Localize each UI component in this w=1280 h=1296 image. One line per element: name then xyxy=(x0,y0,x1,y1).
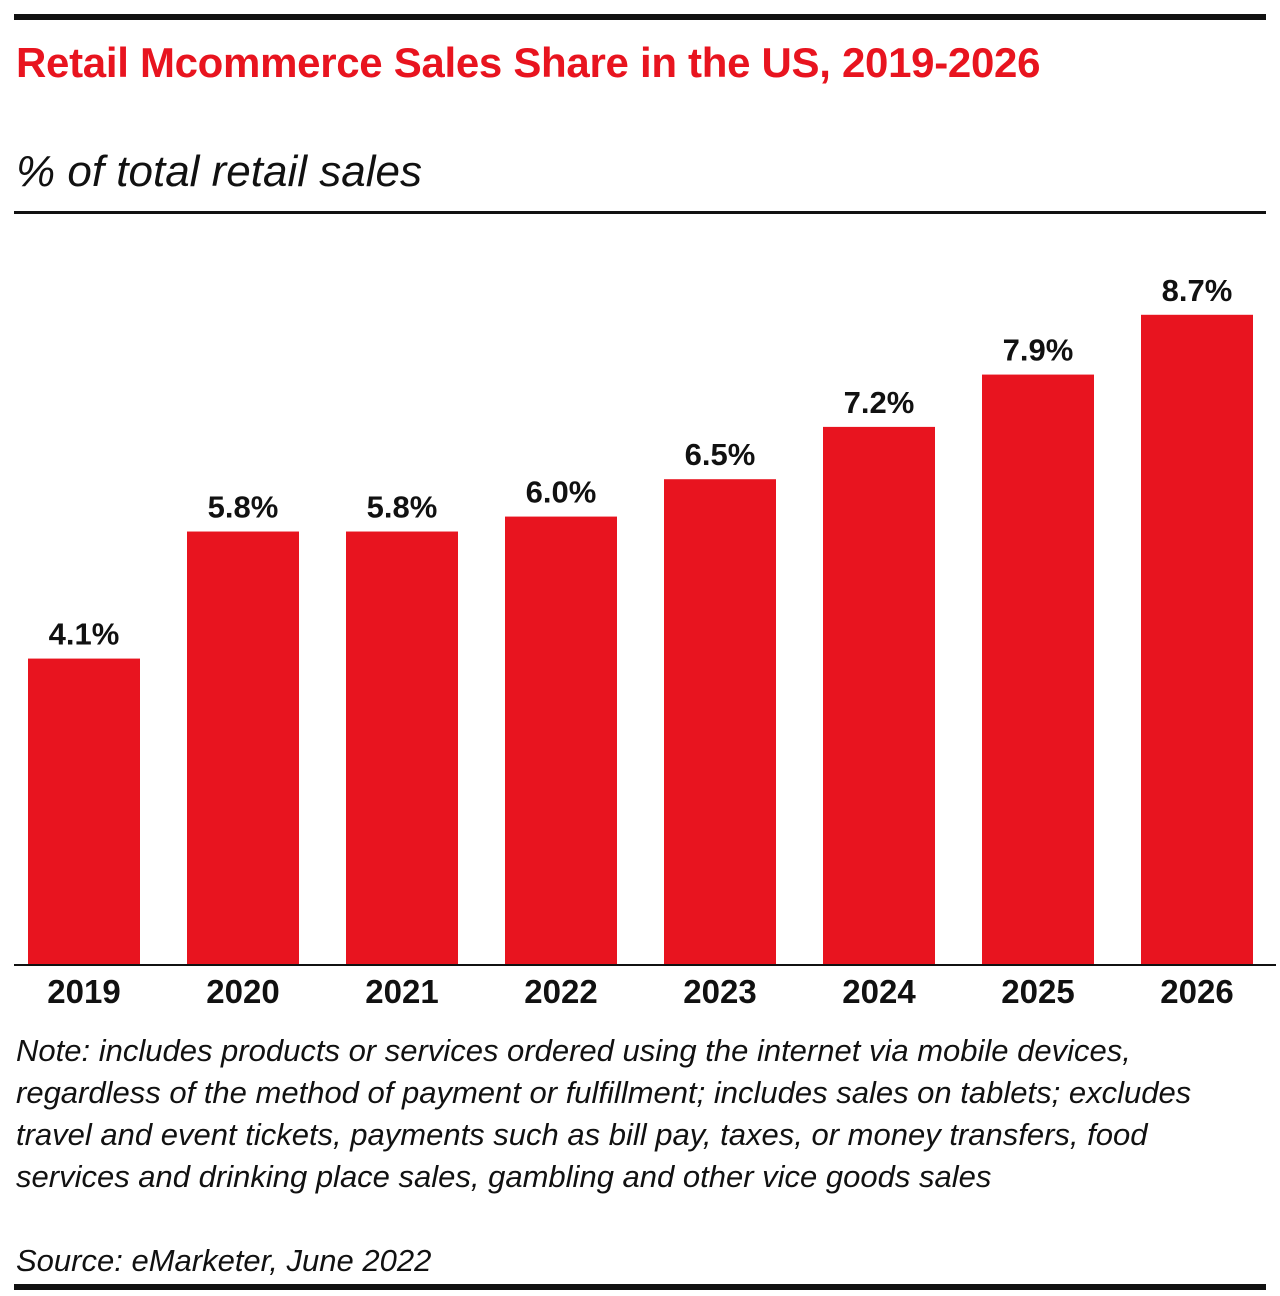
value-label-2019: 4.1% xyxy=(49,617,120,652)
bar-2022 xyxy=(505,516,617,965)
bar-chart: 4.1% 5.8% 5.8% 6.0% 6.5% 7.2% 7.9% 8.7% 2019 202… xyxy=(14,273,1276,1010)
x-tick-label-2025: 2025 xyxy=(1001,973,1074,1010)
x-tick-label-2022: 2022 xyxy=(524,973,597,1010)
bar-2026 xyxy=(1141,314,1253,965)
bar-2020 xyxy=(187,531,299,965)
x-tick-label-2023: 2023 xyxy=(683,973,756,1010)
x-tick-label-2026: 2026 xyxy=(1160,973,1233,1010)
x-tick-label-2021: 2021 xyxy=(365,973,438,1010)
x-tick-label-2019: 2019 xyxy=(47,973,120,1010)
x-tick-label-2024: 2024 xyxy=(842,973,916,1010)
chart-title: Retail Mcommerce Sales Share in the US, … xyxy=(16,39,1041,86)
bar-2019 xyxy=(28,658,140,965)
value-labels-group: 4.1% 5.8% 5.8% 6.0% 6.5% 7.2% 7.9% 8.7% xyxy=(49,273,1233,652)
bar-2021 xyxy=(346,531,458,965)
bar-2024 xyxy=(823,426,935,965)
value-label-2020: 5.8% xyxy=(208,490,279,525)
x-axis-tick-labels: 2019 2020 2021 2022 2023 2024 2025 2026 xyxy=(47,973,1233,1010)
bar-2023 xyxy=(664,479,776,965)
value-label-2025: 7.9% xyxy=(1003,333,1074,368)
header-rule xyxy=(14,211,1266,214)
value-label-2022: 6.0% xyxy=(526,475,597,510)
value-label-2024: 7.2% xyxy=(844,385,915,420)
bottom-rule xyxy=(14,1284,1266,1290)
bars-group xyxy=(28,314,1253,965)
chart-note: Note: includes products or services orde… xyxy=(16,1033,1192,1194)
chart-source: Source: eMarketer, June 2022 xyxy=(16,1243,432,1278)
top-rule xyxy=(14,14,1266,20)
bar-2025 xyxy=(982,374,1094,965)
chart-subtitle: % of total retail sales xyxy=(16,147,422,196)
value-label-2021: 5.8% xyxy=(367,490,438,525)
value-label-2026: 8.7% xyxy=(1162,273,1233,308)
x-tick-label-2020: 2020 xyxy=(206,973,279,1010)
value-label-2023: 6.5% xyxy=(685,437,756,472)
